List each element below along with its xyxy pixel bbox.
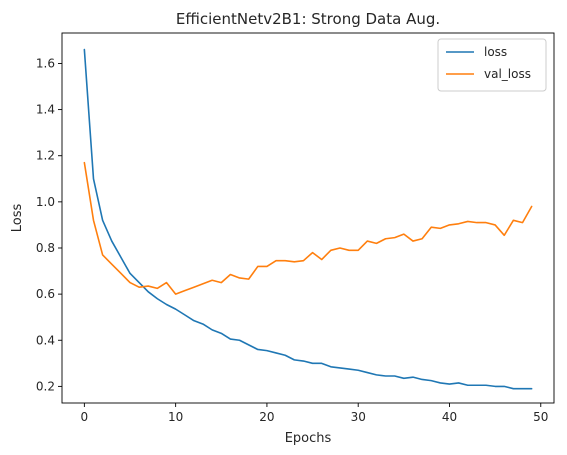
x-tick-label: 50 [533,410,548,424]
y-tick-label: 0.4 [36,333,55,347]
y-tick-label: 0.8 [36,241,55,255]
x-tick-label: 0 [81,410,89,424]
y-tick-label: 1.6 [36,56,55,70]
plot-area [61,32,555,404]
y-tick-label: 1.4 [36,103,55,117]
x-tick-label: 20 [259,410,274,424]
legend-label-loss: loss [484,45,507,59]
series-lines [83,48,533,390]
y-axis-title: Loss [10,204,25,233]
x-axis: 0 10 20 30 40 50 [81,403,548,424]
y-tick-label: 1.2 [36,149,55,163]
plot-frame [61,32,555,404]
series-line-loss [83,48,533,390]
x-tick-label: 40 [442,410,457,424]
chart-title: EfficientNetv2B1: Strong Data Aug. [176,10,440,28]
y-tick-label: 0.2 [36,379,55,393]
legend: loss val_loss [437,38,547,92]
x-tick-label: 10 [168,410,183,424]
series-line-val-loss [83,161,533,295]
legend-label-val-loss: val_loss [484,67,531,81]
x-tick-label: 30 [351,410,366,424]
y-axis: 0.2 0.4 0.6 0.8 1.0 1.2 1.4 1.6 [36,56,62,393]
y-tick-label: 0.6 [36,287,55,301]
y-tick-label: 1.0 [36,195,55,209]
x-axis-title: Epochs [285,431,332,446]
